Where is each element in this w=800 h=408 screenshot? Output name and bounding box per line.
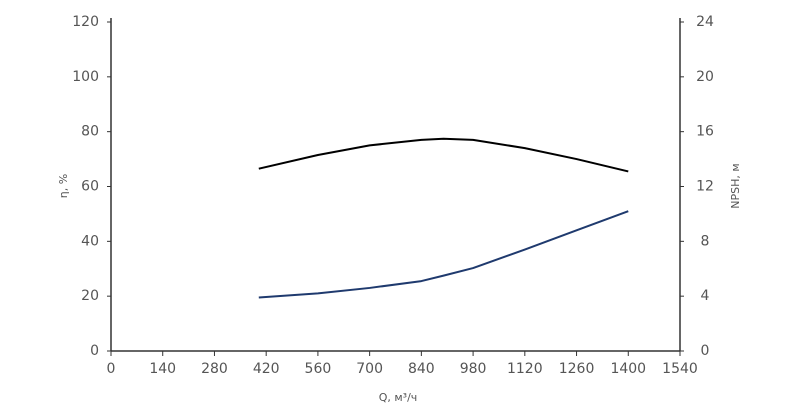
x-tick-label: 0	[107, 361, 116, 377]
y2-tick-label: 20	[696, 69, 714, 85]
x-tick-label: 840	[408, 361, 435, 377]
y2-tick-label: 16	[696, 124, 714, 140]
x-tick-label: 420	[253, 361, 280, 377]
x-tick-label: 1120	[507, 361, 543, 377]
y2-tick-label: 12	[696, 179, 714, 195]
x-tick-label: 140	[149, 361, 176, 377]
y2-tick-label: 24	[696, 14, 714, 30]
y2-axis-label: NPSH, м	[729, 163, 742, 208]
data-line	[258, 137, 629, 173]
x-tick-label: 1400	[610, 361, 646, 377]
x-tick-label: 980	[460, 361, 487, 377]
y-tick-label: 0	[90, 343, 99, 359]
x-tick-label: 280	[201, 361, 228, 377]
x-tick-label: 560	[305, 361, 332, 377]
y2-tick-label: 8	[701, 233, 710, 249]
x-tick-label: 700	[356, 361, 383, 377]
x-tick-label: 1540	[662, 361, 698, 377]
y-tick-label: 20	[81, 288, 99, 304]
x-tick-label: 1260	[559, 361, 595, 377]
y-tick-label: 60	[81, 179, 99, 195]
y-tick-label: 40	[81, 233, 99, 249]
data-line	[258, 210, 629, 299]
x-axis-label: Q, м³/ч	[379, 391, 418, 404]
y-tick-label: 80	[81, 124, 99, 140]
y-axis-label: η, %	[57, 174, 70, 198]
y-tick-label: 100	[72, 69, 99, 85]
y2-tick-label: 0	[701, 343, 710, 359]
y-tick-label: 120	[72, 14, 99, 30]
y2-tick-label: 4	[701, 288, 710, 304]
